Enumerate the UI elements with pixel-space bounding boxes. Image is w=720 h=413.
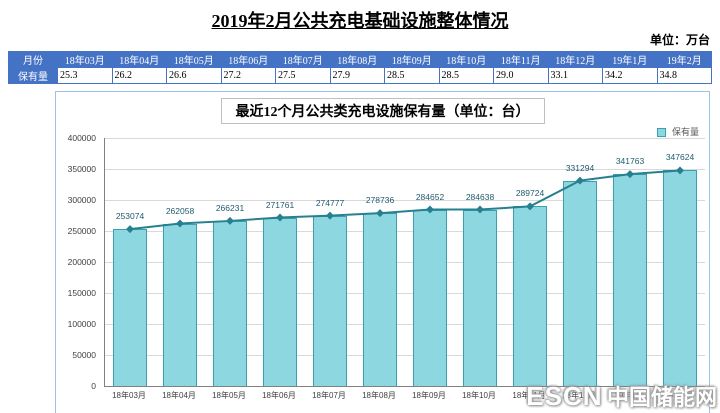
table-month-cell: 18年12月 [547, 51, 603, 68]
table-month-cell: 19年1月 [602, 51, 658, 68]
x-axis-tick-label: 18年03月 [112, 391, 146, 400]
page-title: 2019年2月公共充电基础设施整体情况 [211, 11, 509, 31]
table-value-cell: 28.5 [384, 67, 440, 84]
table-value-cell: 26.6 [166, 67, 222, 84]
bar-value-label: 253074 [115, 211, 145, 222]
gridline [105, 231, 705, 232]
bar [613, 174, 647, 386]
watermark-site-name: 中国储能网 [606, 385, 717, 410]
x-axis-tick-label: 18年10月 [462, 391, 496, 400]
table-month-cell: 19年2月 [656, 51, 712, 68]
table-header-row: 月份 18年03月 18年04月 18年05月 18年06月 18年07月 18年08月 1… [8, 51, 712, 68]
table-value-row: 保有量 25.3 26.2 26.6 27.2 27.5 27.9 28.5 28.5 29.0… [8, 67, 712, 84]
table-value-cell: 28.5 [438, 67, 494, 84]
y-axis-tick-label: 200000 [67, 257, 96, 267]
y-axis: 0 50000 100000 150000 200000 250000 300000 3500… [56, 133, 100, 391]
table-value-cell: 34.8 [656, 67, 712, 84]
chart-title: 最近12个月公共类充电设施保有量（单位：台） [220, 98, 545, 124]
table-row-label-cell: 保有量 [8, 67, 58, 84]
table-month-cell: 18年08月 [329, 51, 385, 68]
x-axis-tick-label: 18年07月 [312, 391, 346, 400]
chart-legend: 保有量 [657, 125, 699, 138]
y-axis-tick-label: 50000 [72, 350, 96, 360]
plot-area: 253074 262058 266231 271761 274777 278736 2846… [104, 138, 705, 387]
table-value-cell: 27.9 [329, 67, 385, 84]
gridline [105, 262, 705, 263]
bar [463, 209, 497, 386]
gridline [105, 293, 705, 294]
unit-label: 单位：万台 [649, 33, 710, 47]
bar [163, 223, 197, 386]
y-axis-tick-label: 300000 [67, 195, 96, 205]
gridline [105, 138, 705, 139]
x-axis-tick-label: 18年04月 [162, 391, 196, 400]
y-axis-tick-label: 150000 [67, 288, 96, 298]
table-value-cell: 27.5 [275, 67, 331, 84]
table-month-cell: 18年06月 [220, 51, 276, 68]
y-axis-tick-label: 400000 [67, 133, 96, 143]
gridline [105, 355, 705, 356]
bar [363, 213, 397, 386]
table-value-cell: 27.2 [220, 67, 276, 84]
x-axis: 18年03月 18年04月 18年05月 18年06月 18年07月 18年08月 18年0… [104, 390, 704, 404]
bar [413, 209, 447, 386]
bar [513, 206, 547, 386]
x-axis-tick-label: 18年06月 [262, 391, 296, 400]
x-axis-tick-label: 18年11月 [512, 391, 546, 400]
legend-swatch-icon [657, 128, 667, 138]
table-value-cell: 34.2 [602, 67, 658, 84]
bar-value-label: 347624 [665, 152, 695, 163]
chart-title-wrap: 最近12个月公共类充电设施保有量（单位：台） [56, 98, 709, 124]
x-axis-tick-label: 18年05月 [212, 391, 246, 400]
y-axis-tick-label: 250000 [67, 226, 96, 236]
table-value-cell: 26.2 [111, 67, 167, 84]
bar-value-label: 262058 [165, 205, 195, 216]
bar-value-label: 274777 [315, 197, 345, 208]
bar [113, 229, 147, 386]
table-month-cell: 18年10月 [438, 51, 494, 68]
x-axis-tick-label: 19年2月 [664, 391, 694, 400]
table-month-cell: 18年05月 [166, 51, 222, 68]
table-value-cell: 29.0 [493, 67, 549, 84]
x-axis-tick-label: 18年12月 [562, 391, 596, 400]
x-axis-tick-label: 19年1月 [614, 391, 644, 400]
table-month-cell: 18年09月 [384, 51, 440, 68]
gridline [105, 169, 705, 170]
chart-container: 最近12个月公共类充电设施保有量（单位：台） 保有量 0 50000 100000 1… [55, 91, 710, 413]
y-axis-tick-label: 350000 [67, 164, 96, 174]
bar [663, 170, 697, 386]
bar [213, 220, 247, 386]
table-month-cell: 18年03月 [57, 51, 113, 68]
y-axis-tick-label: 0 [91, 381, 96, 391]
bar-value-label: 284638 [465, 191, 495, 202]
y-axis-tick-label: 100000 [67, 319, 96, 329]
table-month-cell: 18年07月 [275, 51, 331, 68]
x-axis-tick-label: 18年09月 [412, 391, 446, 400]
bar-value-label: 271761 [265, 199, 295, 210]
table-value-cell: 25.3 [57, 67, 113, 84]
watermark: ESCN 中国储能网 [526, 380, 717, 412]
bar [263, 217, 297, 386]
bar-value-label: 278736 [365, 195, 395, 206]
legend-label: 保有量 [671, 127, 699, 137]
bar-value-label: 284652 [415, 191, 445, 202]
bar-value-label: 266231 [215, 202, 245, 213]
table-month-cell: 18年11月 [493, 51, 549, 68]
gridline [105, 324, 705, 325]
watermark-escn-logo: ESCN [526, 381, 603, 411]
table-value-cell: 33.1 [547, 67, 603, 84]
bar-value-label: 331294 [565, 162, 595, 173]
bar [563, 180, 597, 386]
monthly-data-table: 月份 18年03月 18年04月 18年05月 18年06月 18年07月 18年08月 1… [8, 51, 712, 84]
bar-value-label: 289724 [515, 188, 545, 199]
table-month-cell: 18年04月 [111, 51, 167, 68]
table-corner-cell: 月份 [8, 51, 58, 68]
bar [313, 215, 347, 386]
bar-value-label: 341763 [615, 156, 645, 167]
x-axis-tick-label: 18年08月 [362, 391, 396, 400]
